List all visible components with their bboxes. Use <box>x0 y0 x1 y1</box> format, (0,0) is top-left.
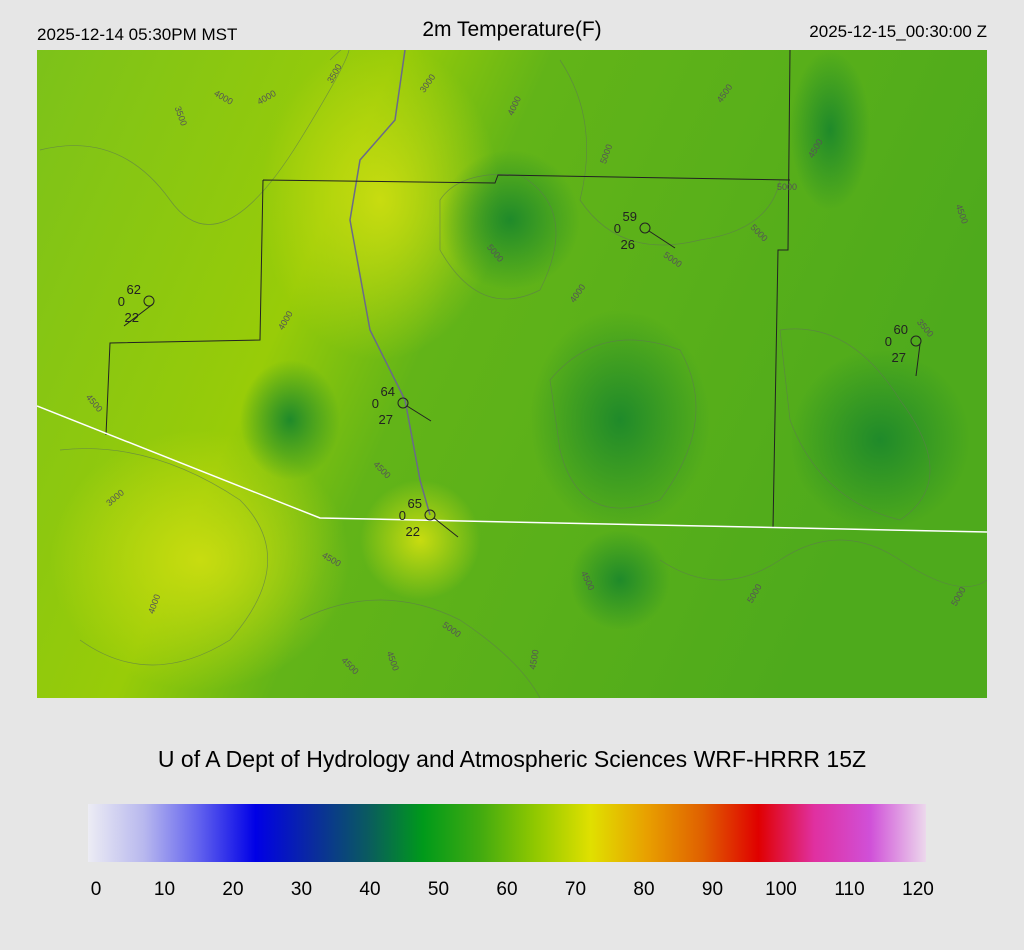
colorbar-tick-label: 60 <box>496 879 517 900</box>
colorbar-tick-label: 80 <box>633 879 654 900</box>
colorbar-tick-label: 100 <box>765 879 797 900</box>
station-dewpoint: 22 <box>125 310 139 325</box>
valid-utc-time: 2025-12-15_00:30:00 Z <box>809 22 987 41</box>
contour-label: 5000 <box>777 182 797 192</box>
colorbar-tick-label: 50 <box>428 879 449 900</box>
station-dewpoint: 26 <box>621 237 635 252</box>
station-wind: 0 <box>885 334 892 349</box>
colorbar-tick-label: 110 <box>834 879 864 900</box>
station-circle <box>143 295 155 307</box>
station-dewpoint: 27 <box>379 412 393 427</box>
station-temperature: 59 <box>623 209 637 224</box>
wind-barb <box>123 303 154 327</box>
station-temperature: 65 <box>408 496 422 511</box>
contour-label: 4500 <box>527 649 540 670</box>
colorbar-tick-label: 120 <box>902 879 934 900</box>
colorbar-tick-label: 30 <box>291 879 312 900</box>
station-temperature: 60 <box>894 322 908 337</box>
station-circle <box>424 509 436 521</box>
colorbar-tick-label: 20 <box>222 879 243 900</box>
station-circle <box>639 222 651 234</box>
station-wind: 0 <box>118 294 125 309</box>
station-dewpoint: 27 <box>892 350 906 365</box>
colorbar-tick-label: 90 <box>702 879 723 900</box>
station-circle <box>910 335 922 347</box>
colorbar-tick-label: 10 <box>154 879 175 900</box>
wind-barb <box>648 230 676 249</box>
wind-barb <box>433 517 459 538</box>
wind-barb <box>915 343 921 377</box>
station-circle <box>397 397 409 409</box>
station-wind: 0 <box>372 396 379 411</box>
colorbar-tick-label: 0 <box>91 879 102 900</box>
station-wind: 0 <box>614 221 621 236</box>
station-temperature: 64 <box>381 384 395 399</box>
station-wind: 0 <box>399 508 406 523</box>
valid-local-time: 2025-12-14 05:30PM MST <box>37 25 237 44</box>
station-dewpoint: 22 <box>406 524 420 539</box>
wind-barb <box>406 405 432 422</box>
colorbar <box>88 804 926 862</box>
station-temperature: 62 <box>127 282 141 297</box>
colorbar-tick-label: 40 <box>359 879 380 900</box>
map-title: 2m Temperature(F) <box>422 18 601 41</box>
colorbar-tick-label: 70 <box>565 879 586 900</box>
model-credit: U of A Dept of Hydrology and Atmospheric… <box>158 746 866 772</box>
